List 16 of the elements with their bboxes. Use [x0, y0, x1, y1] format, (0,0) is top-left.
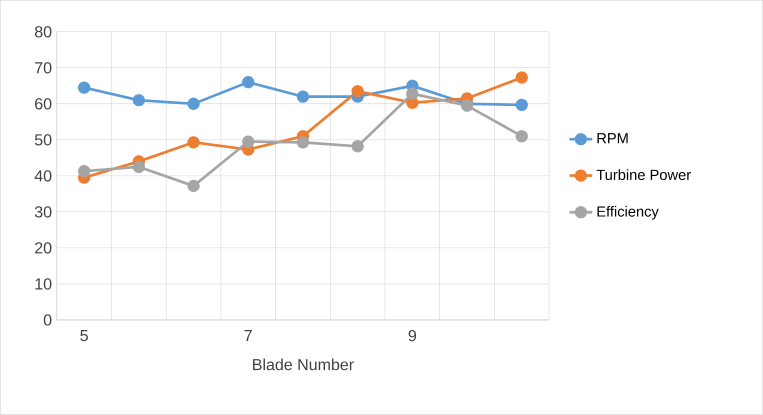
legend-label: Turbine Power: [596, 169, 691, 180]
y-tick-label: 50: [34, 134, 52, 146]
legend-label: RPM: [597, 133, 628, 144]
x-tick-label: 7: [244, 330, 252, 342]
y-tick-label: 70: [35, 62, 52, 74]
y-tick-label: 0: [44, 314, 52, 326]
y-tick-label: 60: [35, 98, 52, 110]
y-tick-label: 10: [35, 278, 52, 290]
x-axis-title: Blade Number: [253, 358, 354, 370]
y-tick-label: 30: [34, 206, 52, 218]
y-tick-label: 80: [34, 26, 52, 38]
y-tick-label: 40: [34, 170, 52, 182]
x-tick-label: 5: [80, 330, 88, 342]
y-tick-label: 20: [35, 242, 52, 254]
legend-label: Efficiency: [597, 206, 659, 220]
x-tick-label: 9: [408, 330, 416, 342]
